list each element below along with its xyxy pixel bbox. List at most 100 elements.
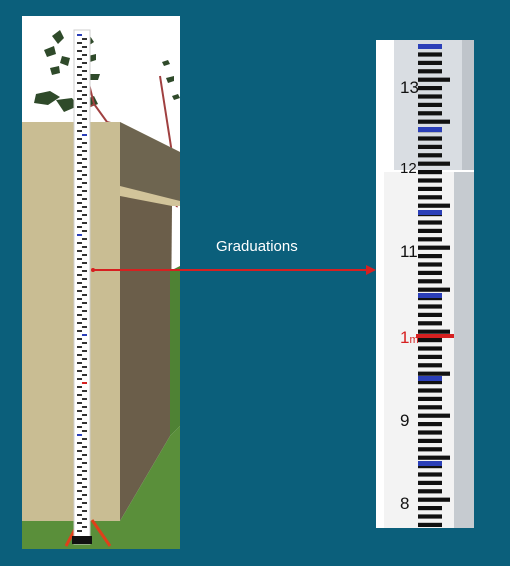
closeup-blue-mark [418, 293, 442, 298]
staff-tick [82, 454, 87, 456]
staff-tick [82, 502, 87, 504]
staff-tick [77, 290, 82, 292]
staff-tick [82, 518, 87, 520]
closeup-blue-mark [418, 376, 442, 381]
closeup-tick [418, 237, 442, 242]
closeup-tick [418, 186, 442, 191]
closeup-tick [418, 405, 442, 410]
staff-tick [82, 134, 87, 136]
closeup-tick [418, 136, 442, 141]
closeup-tick [418, 480, 442, 485]
staff-tick [82, 174, 87, 176]
staff-tick [82, 398, 87, 400]
staff-tick [77, 130, 82, 132]
staff-tick [77, 362, 82, 364]
staff-tick [77, 194, 82, 196]
closeup-tick [418, 254, 442, 259]
staff-tick [77, 426, 82, 428]
staff-tick [77, 370, 82, 372]
closeup-tick [418, 438, 442, 443]
staff-tick [82, 486, 87, 488]
staff-tick [82, 462, 87, 464]
staff-tick [77, 74, 82, 76]
staff-tick [82, 270, 87, 272]
staff-graduation-marks [77, 34, 87, 532]
staff-tick [77, 178, 82, 180]
staff-tick [82, 294, 87, 296]
closeup-tick [418, 363, 442, 368]
closeup-red-meter-mark [416, 334, 454, 338]
staff-tick [82, 54, 87, 56]
staff-tick [82, 126, 87, 128]
staff-tick [82, 382, 87, 384]
staff-tick [77, 346, 82, 348]
staff-tick [82, 470, 87, 472]
staff-tick [82, 166, 87, 168]
staff-tick [82, 182, 87, 184]
staff-tick [82, 366, 87, 368]
closeup-tick [418, 447, 442, 452]
staff-tick [77, 42, 82, 44]
scene-illustration [22, 16, 180, 549]
staff-tick [82, 358, 87, 360]
closeup-tick [418, 497, 450, 502]
closeup-tick [418, 119, 450, 124]
staff-closeup: 13 12 11 1m 9 8 [376, 40, 474, 528]
staff-tick [82, 70, 87, 72]
staff-tick [82, 510, 87, 512]
staff-tick [77, 490, 82, 492]
staff-tick [77, 418, 82, 420]
staff-tick [82, 230, 87, 232]
closeup-tick [418, 312, 442, 317]
staff-tick [82, 438, 87, 440]
staff-tick [77, 106, 82, 108]
closeup-tick [418, 455, 450, 460]
staff-tick [82, 478, 87, 480]
leveling-staff-scene [22, 16, 180, 549]
closeup-tick [418, 86, 442, 91]
staff-tick [82, 190, 87, 192]
staff-tick [77, 66, 82, 68]
staff-tick [82, 390, 87, 392]
staff-tick [82, 38, 87, 40]
staff-tick [77, 458, 82, 460]
closeup-tick [418, 195, 442, 200]
staff-tick [82, 158, 87, 160]
staff-tick [82, 262, 87, 264]
closeup-tick [418, 388, 442, 393]
staff-tick [77, 234, 82, 236]
closeup-tick [418, 346, 442, 351]
closeup-tick [418, 514, 442, 519]
staff-tick [82, 374, 87, 376]
closeup-tick [418, 245, 450, 250]
closeup-tick [418, 69, 442, 74]
staff-tick [77, 322, 82, 324]
closeup-tick [418, 77, 450, 82]
staff-tick [77, 298, 82, 300]
closeup-blue-mark [418, 44, 442, 49]
closeup-number-label: 12 [400, 160, 417, 177]
closeup-number-label: 13 [400, 78, 419, 97]
staff-tick [77, 442, 82, 444]
staff-tick [82, 406, 87, 408]
staff-tick [77, 394, 82, 396]
staff-tick [82, 430, 87, 432]
staff-tick [82, 198, 87, 200]
staff-tick [82, 246, 87, 248]
staff-tick [77, 330, 82, 332]
closeup-tick [418, 203, 450, 208]
staff-tick [77, 506, 82, 508]
closeup-tick [418, 413, 450, 418]
staff-tick [77, 314, 82, 316]
staff-tick [82, 494, 87, 496]
staff-tick [77, 82, 82, 84]
staff-tick [82, 238, 87, 240]
staff-tick [82, 278, 87, 280]
staff-tick [82, 422, 87, 424]
closeup-tick [418, 472, 442, 477]
closeup-graduation-marks [416, 44, 454, 527]
staff-tick [82, 78, 87, 80]
closeup-tick [418, 279, 442, 284]
staff-tick [82, 150, 87, 152]
closeup-tick [418, 161, 450, 166]
